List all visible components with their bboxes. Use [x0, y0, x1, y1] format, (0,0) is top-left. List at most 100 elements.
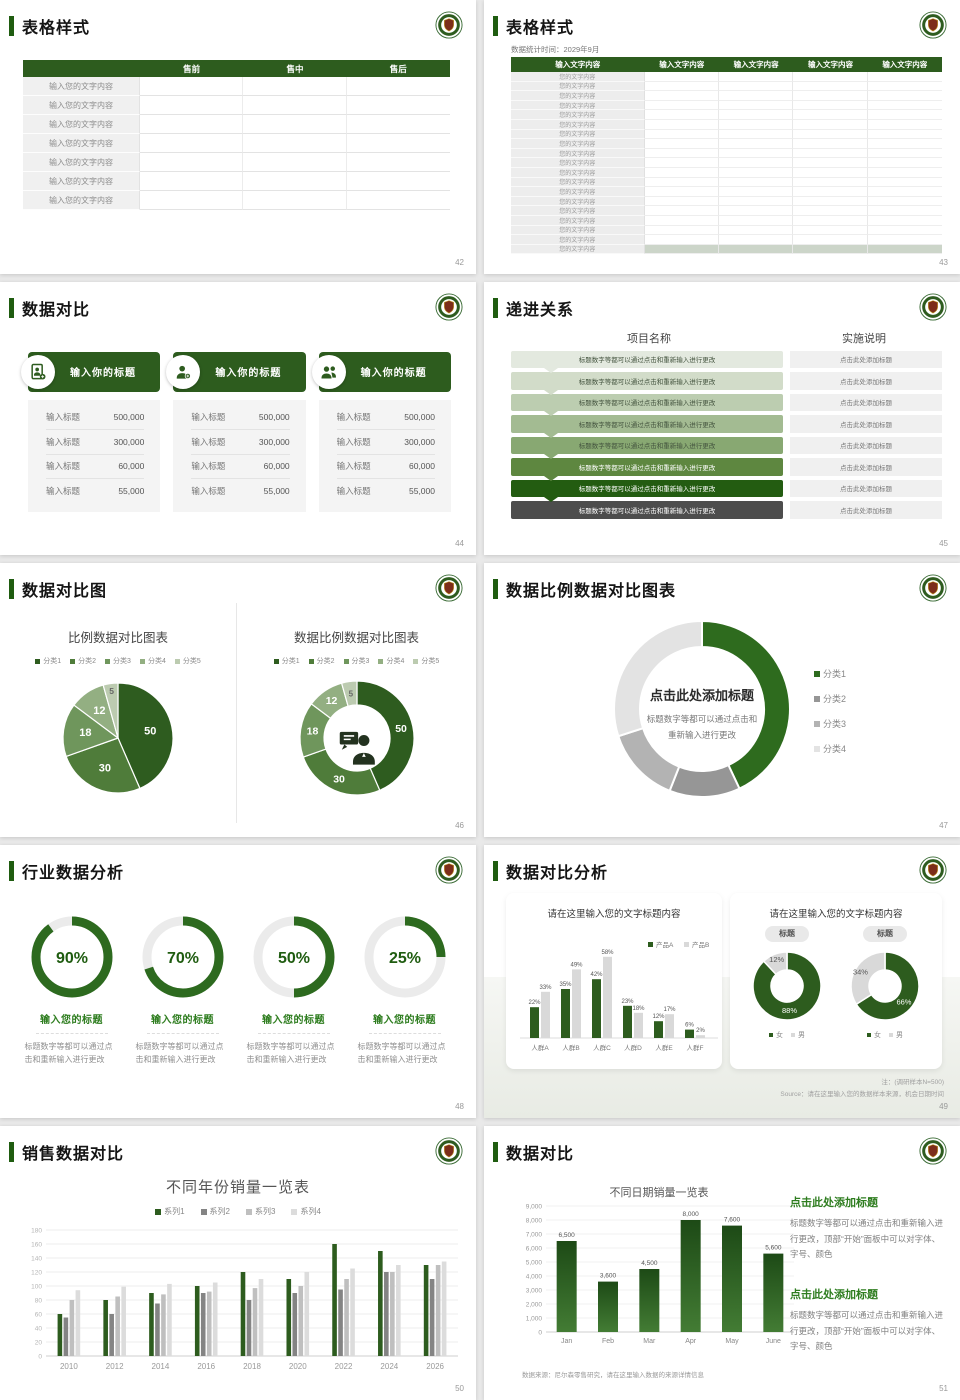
table-row: 您的文字内容 — [511, 139, 942, 149]
table-cell — [718, 244, 794, 255]
slide-title: 数据对比 — [22, 301, 91, 319]
table-header-row: 售前 售中 售后 — [23, 60, 450, 77]
legend-item: 系列2 — [200, 1206, 230, 1217]
table-cell — [718, 167, 794, 178]
slide-46[interactable]: 数据对比图 比例数据对比图表 分类1 分类2 分类3 分类4 分类5 50 30 18 12 5… — [0, 563, 476, 837]
table-cell — [793, 91, 868, 101]
school-emblem-logo — [919, 1137, 947, 1165]
table-cell — [346, 134, 450, 153]
block-heading: 点击此处添加标题 — [790, 1197, 878, 1210]
school-emblem-logo — [435, 574, 463, 602]
school-emblem-logo — [435, 1137, 463, 1165]
table-cell — [867, 226, 942, 236]
accent-bar — [493, 1142, 498, 1163]
card-row: 输入标题 500,000 — [46, 406, 145, 431]
svg-text:4,500: 4,500 — [641, 1260, 658, 1267]
chevron-down-icon — [543, 411, 558, 417]
table-cell — [644, 167, 719, 178]
step-row: 标题数字等都可以通过点击和重新输入进行更改 点击此处添加标题 — [511, 501, 942, 519]
table-cell — [867, 168, 942, 178]
step-bar: 标题数字等都可以通过点击和重新输入进行更改 — [511, 479, 783, 503]
slide-47[interactable]: 数据比例数据对比图表 点击此处添加标题 标题数字等都可以通过点击和 重新输入进行… — [484, 563, 960, 837]
svg-text:34%: 34% — [853, 967, 868, 976]
step-bar: 标题数字等都可以通过点击和重新输入进行更改 — [511, 458, 783, 481]
svg-text:0: 0 — [538, 1330, 542, 1337]
svg-text:4,000: 4,000 — [526, 1274, 543, 1281]
svg-text:12: 12 — [325, 695, 337, 707]
chevron-down-icon — [543, 497, 558, 503]
svg-text:人群E: 人群E — [655, 1043, 673, 1052]
table-row: 输入您的文字内容 — [23, 96, 450, 115]
row-label: 您的文字内容 — [511, 244, 645, 255]
table-cell — [867, 206, 942, 216]
table-cell — [718, 235, 794, 245]
table-cell — [867, 187, 942, 197]
school-emblem-logo — [919, 574, 947, 602]
table-cell — [718, 100, 794, 111]
block-body: 标题数字等都可以通过点击和重新输入进行更改，顶部“开始”面板中可以对字体、字号、… — [790, 1218, 944, 1259]
svg-text:产品A: 产品A — [656, 940, 674, 949]
page-number: 48 — [455, 1102, 464, 1112]
card-row: 输入标题 60,000 — [336, 455, 435, 480]
row-label: 您的文字内容 — [511, 206, 645, 216]
slide-49[interactable]: 数据对比分析 请在这里输入您的文字标题内容 产品A 产品B 22% 33% 人群A 35%… — [484, 844, 960, 1119]
center-subtitle: 标题数字等都可以通过点击和 重新输入进行更改 — [646, 714, 758, 741]
comparison-cards: 输入你的标题 输入标题 500,000 输入标题 300,000 输入标题 60,000 输入… — [21, 351, 451, 512]
row-label: 您的文字内容 — [511, 225, 645, 236]
svg-text:6,000: 6,000 — [526, 1246, 543, 1253]
chevron-down-icon — [543, 432, 558, 438]
slide-44[interactable]: 数据对比 输入你的标题 输入标题 500,000 输入标题 300,000 输入标题 60,… — [0, 281, 476, 556]
data-card: 输入你的标题 输入标题 500,000 输入标题 300,000 输入标题 60,000 输入… — [166, 351, 306, 512]
table-cell — [718, 139, 794, 149]
table-cell — [644, 119, 719, 130]
table-cell — [793, 72, 868, 82]
accent-bar — [493, 16, 498, 36]
school-emblem-logo — [919, 856, 947, 884]
svg-text:9,000: 9,000 — [526, 1204, 543, 1211]
page-number: 50 — [455, 1384, 464, 1393]
table-cell — [346, 115, 450, 134]
row-label: 您的文字内容 — [511, 100, 645, 111]
svg-text:Mar: Mar — [643, 1338, 656, 1345]
table-cell — [718, 177, 794, 188]
ring-stat: 25% 输入您的标题 标题数字等都可以通过点击和重新输入进行更改 — [349, 915, 460, 1066]
slide-51[interactable]: 数据对比 不同日期销量一览表 0 1,000 2,000 3,000 4,000 5,00… — [484, 1126, 960, 1400]
row-label: 您的文字内容 — [511, 119, 645, 130]
person-add-icon — [166, 354, 201, 389]
row-label: 您的文字内容 — [511, 196, 645, 207]
table-row: 输入您的文字内容 — [23, 134, 450, 153]
table-row: 您的文字内容 — [511, 215, 942, 226]
source-note: 数据来源：尼尔森零售研究，请在这里输入数据的来源详情信息 — [522, 1372, 704, 1380]
table-cell — [867, 130, 942, 140]
slide-42[interactable]: 表格样式 售前 售中 售后 输入您的文字内容 输入您的文字内容 输入您的文字内容 输入您的文… — [0, 0, 476, 274]
slide-header: 数据对比 — [493, 1140, 574, 1164]
svg-text:180: 180 — [31, 1228, 42, 1235]
table-cell — [793, 129, 868, 140]
donut-center-text: 点击此处添加标题 标题数字等都可以通过点击和 重新输入进行更改 — [622, 685, 782, 743]
slide-48[interactable]: 行业数据分析 90% 输入您的标题 标题数字等都可以通过点击和重新输入进行更改 70%… — [0, 844, 476, 1119]
slide-50[interactable]: 销售数据对比 不同年份销量一览表 系列1 系列2 系列3 系列4 0 20 40 60 80 1… — [0, 1126, 476, 1400]
people-icon — [311, 354, 346, 389]
card-header: 输入你的标题 — [166, 351, 306, 392]
column-header: 输入文字内容 — [659, 60, 705, 69]
project-name-header: 项目名称 — [627, 332, 671, 345]
card-row: 输入标题 300,000 — [191, 430, 290, 455]
school-emblem-logo — [435, 293, 463, 321]
row-label: 您的文字内容 — [511, 81, 645, 92]
slide-43[interactable]: 表格样式 数据统计时间：2029年9月 输入文字内容 输入文字内容 输入文字内容 输入… — [484, 0, 960, 274]
card-row: 输入标题 60,000 — [191, 455, 290, 480]
row-label: 您的文字内容 — [511, 177, 645, 188]
card-row: 输入标题 60,000 — [46, 455, 145, 480]
svg-text:Apr: Apr — [685, 1338, 697, 1345]
svg-text:88%: 88% — [782, 1006, 797, 1015]
table-cell — [139, 172, 244, 191]
slide-45[interactable]: 递进关系 项目名称 实施说明 标题数字等都可以通过点击和重新输入进行更改 点击此处… — [484, 281, 960, 556]
svg-text:12: 12 — [93, 705, 105, 717]
row-label: 您的文字内容 — [511, 235, 645, 245]
table-cell — [644, 81, 719, 92]
svg-text:140: 140 — [31, 1256, 42, 1263]
legend-item: 分类4 — [139, 656, 166, 666]
svg-text:2012: 2012 — [106, 1362, 124, 1371]
row-label: 您的文字内容 — [511, 129, 645, 140]
stat-title: 输入您的标题 — [373, 1014, 436, 1026]
